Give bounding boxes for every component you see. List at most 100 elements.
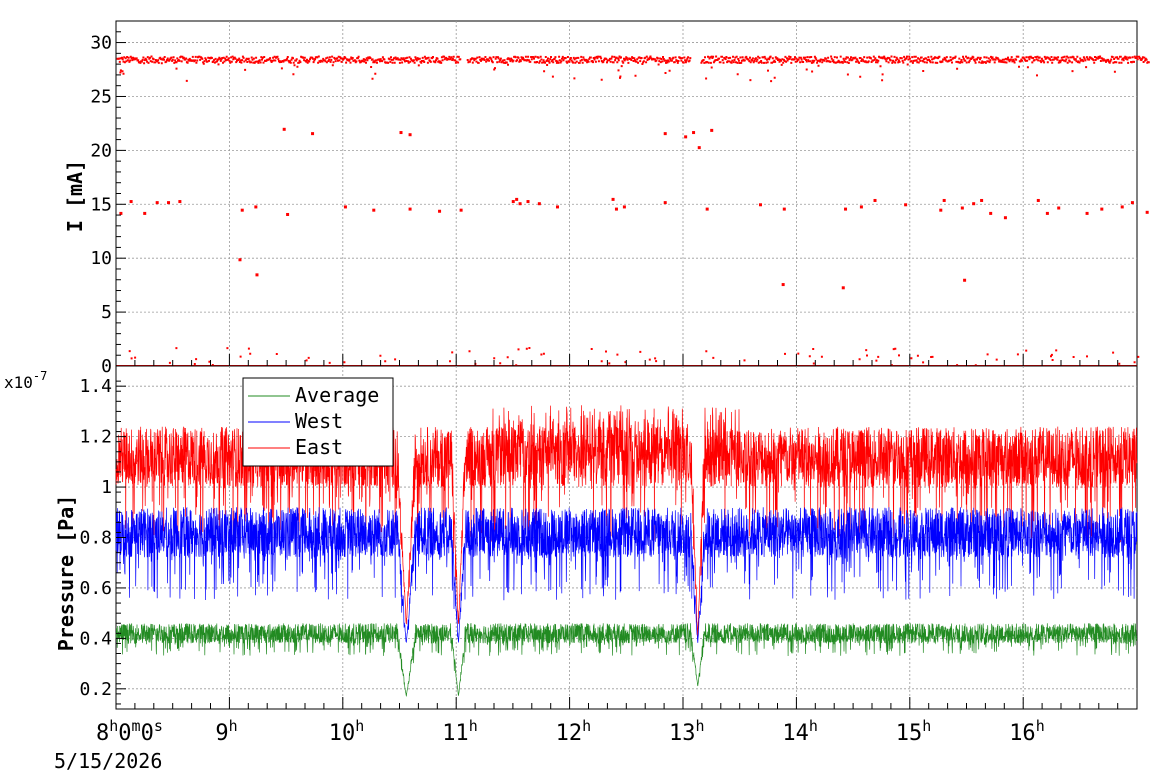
current-gridlines [116,21,1137,366]
current-outlier-point-25 [555,205,559,209]
current-outlier-point-28 [622,205,626,209]
pressure-x-ticks [115,697,1119,709]
current-outlier-point-56 [1100,207,1104,211]
current-outlier-point-42 [873,198,877,202]
current-outlier-point-48 [972,202,976,206]
current-outlier-point-58 [1130,201,1134,205]
current-outlier-point-20 [511,200,515,204]
pressure-ytick-label: 0.2 [79,679,112,700]
current-outlier-point-2 [143,211,147,215]
pressure-series-average [115,622,1138,698]
current-outlier-point-0 [119,211,123,215]
time-tick-label-7: 15h [896,717,932,746]
current-ytick-label: 10 [90,248,112,269]
pressure-panel: 0.20.40.60.811.21.4 Pressure [Pa] x10-7 … [4,365,1138,710]
current-outlier-point-55 [1085,211,1089,215]
current-outlier-point-43 [904,203,908,207]
current-outlier-point-39 [841,286,845,290]
current-outlier-point-24 [537,202,541,206]
time-tick-label-0: 8h0m0s [96,717,163,746]
current-outlier-point-37 [781,283,785,287]
exponent-base: x10 [4,373,33,392]
current-outlier-point-52 [1036,198,1040,202]
current-outlier-point-3 [155,201,159,205]
current-outlier-point-38 [782,207,786,211]
pressure-y-axis-label: Pressure [Pa] [54,495,78,652]
current-outlier-point-12 [311,132,315,136]
current-y-ticks: 0 5 10 15 20 25 30 [90,31,126,377]
pressure-ytick-label: 0.8 [79,528,112,549]
pressure-y-exponent: x10-7 [4,369,47,392]
pressure-series-west [115,506,1138,643]
current-outlier-point-17 [408,207,412,211]
time-tick-label-4: 12h [556,717,592,746]
current-outlier-point-9 [255,273,259,277]
current-outlier-point-18 [438,209,442,213]
current-plot-frame [115,20,1138,367]
current-ytick-label: 5 [101,302,112,323]
current-outlier-point-36 [758,203,762,207]
current-outlier-point-19 [459,208,463,212]
current-outlier-point-45 [942,198,946,202]
time-tick-label-1: 9h [215,717,237,746]
current-outlier-point-14 [372,208,376,212]
pressure-ytick-label: 1.4 [79,376,112,397]
exponent-power: -7 [33,369,47,383]
time-axis-labels: 8h0m0s 9h 10h 11h 12h 13h 14h 15h 16h [96,717,1045,746]
current-outlier-point-5 [178,200,182,204]
current-ytick-label: 20 [90,140,112,161]
pressure-ytick-label: 0.6 [79,578,112,599]
time-tick-label-6: 14h [782,717,818,746]
time-tick-label-2: 10h [329,717,365,746]
pressure-ytick-label: 0.4 [79,628,112,649]
legend: Average West East [242,377,394,467]
current-outlier-point-1 [129,200,133,204]
time-offset-date: 5/15/2026 [54,749,162,773]
current-outlier-point-40 [844,207,848,211]
current-outlier-point-34 [705,207,709,211]
current-outlier-point-57 [1120,205,1124,209]
current-outlier-point-53 [1045,211,1049,215]
current-outlier-point-26 [611,197,615,201]
pressure-ytick-label: 1 [101,477,112,498]
current-outlier-point-7 [240,208,244,212]
current-outlier-point-54 [1057,206,1061,210]
current-outlier-point-11 [286,212,290,216]
legend-label-east: East [295,435,343,459]
current-y-axis-label: I [mA] [63,160,87,232]
current-panel: 0 5 10 15 20 25 30 I [mA] [63,20,1150,377]
current-outlier-point-13 [343,205,347,209]
current-outlier-point-29 [663,132,667,136]
legend-label-west: West [295,409,343,433]
current-outlier-point-47 [963,278,967,282]
current-outlier-point-35 [710,128,714,132]
current-outlier-point-33 [697,146,701,150]
pressure-y-ticks: 0.2 0.4 0.6 0.8 1 1.2 1.4 [79,376,126,705]
current-outlier-point-16 [408,133,412,137]
current-outlier-point-31 [684,135,688,139]
pressure-ytick-label: 1.2 [79,427,112,448]
current-outlier-point-32 [692,131,696,135]
current-ytick-label: 25 [90,86,112,107]
current-outlier-point-27 [614,207,618,211]
current-outlier-point-23 [526,200,530,204]
current-outlier-point-30 [663,201,667,205]
current-ytick-label: 0 [101,356,112,377]
current-outlier-point-51 [1003,216,1007,220]
current-baseline-points [116,55,1150,83]
current-outlier-point-41 [859,205,863,209]
current-outlier-point-21 [515,197,519,201]
legend-label-average: Average [295,383,379,407]
current-x-ticks [115,354,1119,366]
current-outlier-point-6 [238,258,242,262]
current-outlier-point-8 [254,205,258,209]
current-ytick-label: 15 [90,194,112,215]
current-ytick-label: 30 [90,33,112,54]
current-outlier-point-44 [939,208,943,212]
current-outlier-point-46 [960,206,964,210]
current-outlier-point-22 [518,202,522,206]
current-outlier-point-10 [282,127,286,131]
current-outlier-point-49 [980,198,984,202]
time-tick-label-8: 16h [1009,717,1045,746]
